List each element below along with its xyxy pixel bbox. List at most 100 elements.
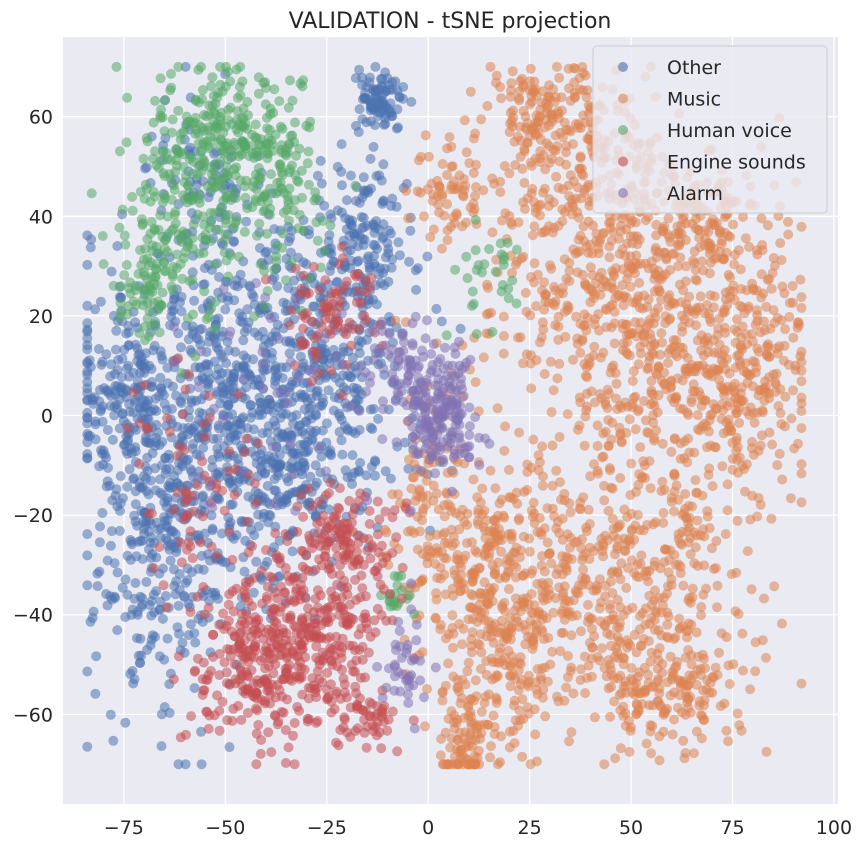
data-point: [796, 376, 807, 387]
data-point: [651, 425, 662, 436]
data-point: [187, 233, 198, 244]
data-point: [562, 409, 573, 420]
data-point: [142, 644, 153, 655]
data-point: [257, 326, 268, 337]
data-point: [566, 554, 577, 565]
data-point: [663, 357, 673, 368]
data-point: [336, 139, 347, 150]
data-point: [796, 221, 807, 232]
data-point: [518, 531, 529, 542]
data-point: [686, 397, 697, 408]
data-point: [349, 229, 360, 239]
data-point: [254, 218, 265, 229]
data-point: [778, 355, 789, 366]
data-point: [325, 220, 336, 231]
data-point: [82, 369, 93, 380]
data-point: [620, 720, 631, 731]
data-point: [568, 139, 578, 150]
data-point: [608, 268, 619, 279]
data-point: [168, 180, 179, 191]
data-point: [191, 333, 202, 343]
data-point: [457, 639, 467, 650]
data-point: [472, 492, 483, 503]
data-point: [580, 370, 591, 381]
data-point: [574, 164, 585, 174]
data-point: [525, 63, 536, 74]
data-point: [178, 161, 189, 172]
data-point: [566, 727, 577, 738]
data-point: [439, 552, 450, 563]
data-point: [182, 116, 193, 127]
data-point: [237, 120, 248, 131]
data-point: [199, 110, 210, 120]
data-point: [591, 235, 602, 246]
data-point: [354, 104, 365, 115]
data-point: [520, 287, 531, 298]
data-point: [180, 759, 191, 770]
data-point: [651, 219, 662, 230]
data-point: [188, 219, 199, 230]
data-point: [561, 682, 572, 693]
data-point: [121, 446, 132, 456]
data-point: [211, 338, 221, 348]
data-point: [454, 524, 465, 535]
data-point: [769, 581, 780, 592]
data-point: [378, 231, 389, 242]
data-point: [712, 580, 723, 591]
data-point: [630, 317, 640, 328]
data-point: [151, 160, 162, 171]
data-point: [762, 220, 773, 231]
data-point: [366, 116, 376, 127]
data-point: [687, 218, 698, 229]
data-point: [591, 228, 602, 239]
data-point: [198, 490, 208, 501]
data-point: [183, 180, 194, 191]
data-point: [304, 410, 314, 421]
data-point: [177, 637, 188, 648]
data-point: [174, 628, 185, 639]
data-point: [239, 226, 250, 237]
data-point: [700, 225, 711, 236]
data-point: [259, 265, 270, 276]
data-point: [741, 459, 752, 470]
data-point: [658, 726, 669, 737]
data-point: [561, 159, 572, 170]
data-point: [775, 238, 786, 249]
data-point: [431, 488, 442, 499]
data-point: [345, 170, 356, 181]
data-point: [213, 423, 224, 434]
data-point: [111, 344, 121, 355]
data-point: [227, 423, 238, 434]
data-point: [336, 166, 347, 177]
data-point: [611, 393, 622, 404]
data-point: [468, 207, 479, 218]
data-point: [244, 151, 255, 161]
data-point: [698, 589, 709, 600]
data-point: [761, 350, 772, 361]
data-point: [358, 212, 369, 223]
data-point: [485, 465, 496, 476]
data-point: [380, 252, 391, 263]
data-point: [205, 162, 215, 173]
data-point: [302, 158, 313, 169]
data-point: [663, 300, 674, 311]
data-point: [716, 238, 727, 249]
data-point: [578, 564, 589, 575]
data-point: [242, 323, 253, 334]
data-point: [270, 485, 281, 496]
data-point: [698, 265, 709, 276]
data-point: [120, 717, 131, 728]
data-point: [695, 291, 706, 302]
data-point: [752, 315, 763, 326]
data-point: [150, 271, 161, 282]
data-point: [223, 435, 234, 446]
data-point: [387, 111, 398, 122]
data-point: [637, 329, 648, 340]
data-point: [111, 325, 122, 336]
data-point: [277, 408, 288, 419]
data-point: [185, 464, 196, 475]
data-point: [585, 262, 596, 273]
data-point: [488, 710, 499, 721]
data-point: [211, 468, 221, 479]
data-point: [155, 110, 166, 121]
